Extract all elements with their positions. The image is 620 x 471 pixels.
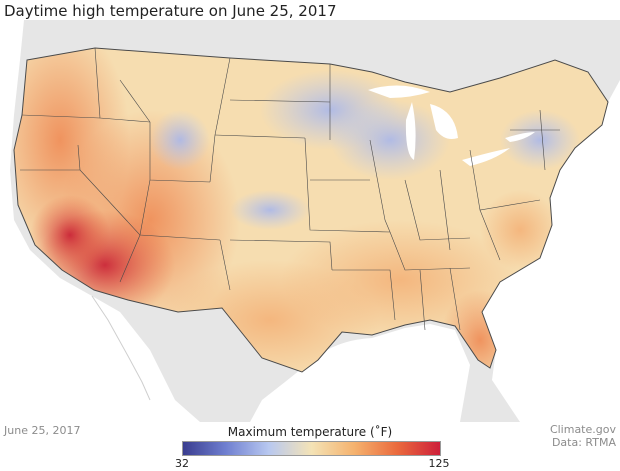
legend-title: Maximum temperature (˚F) <box>227 425 393 439</box>
credit-block: Climate.gov Data: RTMA <box>550 423 616 449</box>
legend-max-label: 125 <box>428 457 450 470</box>
credit-data: Data: RTMA <box>551 436 616 449</box>
map-title: Daytime high temperature on June 25, 201… <box>4 2 337 20</box>
us-temperature-map-svg <box>0 20 620 422</box>
credit-source: Climate.gov <box>549 423 616 436</box>
legend-color-bar <box>182 441 441 456</box>
date-label: June 25, 2017 <box>4 424 81 437</box>
legend-min-label: 32 <box>175 457 189 470</box>
temperature-map <box>0 20 620 422</box>
